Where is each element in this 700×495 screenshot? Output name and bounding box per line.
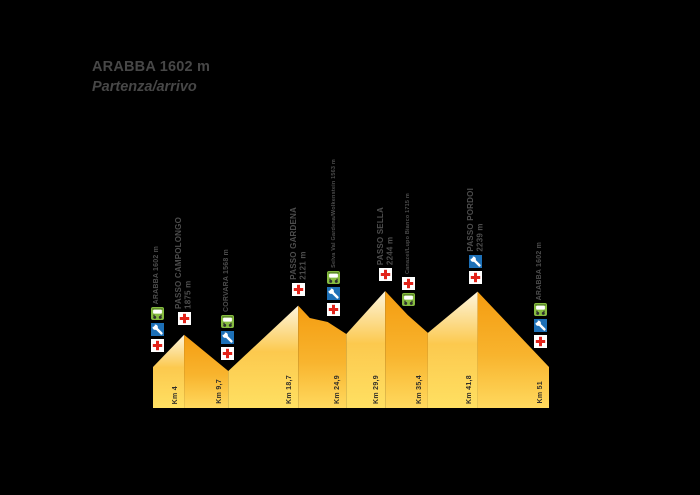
km-marker: Km 51 — [537, 381, 544, 404]
mechanic-wrench-icon — [327, 287, 341, 301]
waypoint-label: ARABBA 1602 m — [536, 242, 544, 300]
first-aid-cross-icon — [151, 339, 165, 353]
profile-segment-5 — [385, 291, 428, 408]
waypoint-passo-campolongo: PASSO CAMPOLONGO 1875 m — [173, 217, 195, 325]
waypoint-passo-gardena: PASSO GARDENA 2121 m — [287, 207, 309, 296]
waypoint-name: CORVARA 1568 m — [223, 249, 231, 313]
waypoint-name: ARABBA 1602 m — [536, 241, 544, 300]
first-aid-cross-icon — [221, 347, 235, 361]
mechanic-wrench-icon — [221, 331, 235, 345]
shuttle-bus-icon — [221, 315, 235, 329]
km-marker: Km 9,7 — [216, 379, 224, 404]
km-marker: Km 18,7 — [286, 375, 294, 404]
profile-segment-3 — [298, 305, 347, 408]
km-marker: Km 41,8 — [465, 375, 473, 404]
shuttle-bus-icon — [151, 307, 165, 321]
km-marker: Km 35,4 — [415, 375, 423, 404]
first-aid-cross-icon — [378, 268, 392, 282]
waypoint-corvara: CORVARA 1568 m — [217, 249, 239, 361]
start-finish-subtitle: Partenza/arrivo — [92, 78, 197, 95]
profile-segment-4 — [346, 291, 386, 408]
profile-segment-7 — [477, 291, 549, 408]
mechanic-wrench-icon — [468, 254, 482, 268]
waypoint-passo-sella: PASSO SELLA 2244 m — [374, 207, 396, 282]
start-point-title: ARABBA 1602 m — [92, 59, 211, 75]
waypoint-name: PASSO GARDENA — [288, 206, 298, 280]
waypoint-name: PASSO SELLA — [375, 206, 385, 266]
waypoint-label: PASSO CAMPOLONGO 1875 m — [174, 217, 193, 309]
shuttle-bus-icon — [533, 302, 547, 316]
mechanic-wrench-icon — [151, 323, 165, 337]
waypoint-elevation: 2121 m — [298, 251, 308, 280]
profile-segment-6 — [427, 291, 478, 408]
profile-segment-1 — [184, 334, 229, 408]
waypoint-label: PASSO SELLA 2244 m — [376, 207, 395, 265]
waypoint-passo-pordoi: PASSO PORDOI 2239 m — [464, 188, 486, 284]
profile-segment-0 — [153, 334, 185, 408]
waypoint-label: ARABBA 1602 m — [153, 246, 161, 304]
waypoint-elevation: 2244 m — [385, 236, 395, 266]
shuttle-bus-icon — [401, 292, 415, 306]
waypoint-canazei-lupo-bianco: Canazei/Lupo Bianco 1715 m — [397, 193, 419, 306]
waypoint-label: PASSO GARDENA 2121 m — [289, 207, 308, 280]
waypoint-name: ARABBA 1602 m — [153, 245, 161, 305]
waypoint-label: Canazei/Lupo Bianco 1715 m — [405, 193, 412, 274]
waypoint-elevation: 1875 m — [184, 280, 194, 309]
km-marker: Km 29,9 — [373, 375, 381, 404]
title-block: ARABBA 1602 m Partenza/arrivo — [92, 59, 211, 96]
profile-segment-2 — [228, 305, 299, 408]
first-aid-cross-icon — [468, 270, 482, 284]
waypoint-selva-wolkenstein: Selva Val Gardena/Wolkenstein 1563 m — [323, 159, 345, 317]
first-aid-cross-icon — [177, 311, 191, 325]
km-marker: Km 24,9 — [334, 375, 342, 404]
waypoint-name: PASSO CAMPOLONGO — [174, 216, 184, 309]
shuttle-bus-icon — [327, 271, 341, 285]
waypoint-name: Selva Val Gardena/Wolkenstein 1563 m — [330, 159, 337, 269]
waypoint-arabba-start: ARABBA 1602 m — [147, 246, 169, 353]
waypoint-label: Selva Val Gardena/Wolkenstein 1563 m — [331, 159, 338, 268]
waypoint-name: PASSO PORDOI — [465, 187, 475, 252]
waypoint-elevation: 2239 m — [475, 223, 485, 252]
waypoint-label: PASSO PORDOI 2239 m — [466, 188, 485, 252]
km-marker: Km 4 — [172, 385, 180, 404]
waypoint-arabba-finish: ARABBA 1602 m — [529, 242, 551, 348]
waypoint-label: CORVARA 1568 m — [223, 249, 231, 312]
mechanic-wrench-icon — [533, 318, 547, 332]
first-aid-cross-icon — [533, 334, 547, 348]
waypoint-name: Canazei/Lupo Bianco 1715 m — [405, 192, 412, 274]
first-aid-cross-icon — [327, 303, 341, 317]
first-aid-cross-icon — [401, 276, 415, 290]
first-aid-cross-icon — [291, 282, 305, 296]
